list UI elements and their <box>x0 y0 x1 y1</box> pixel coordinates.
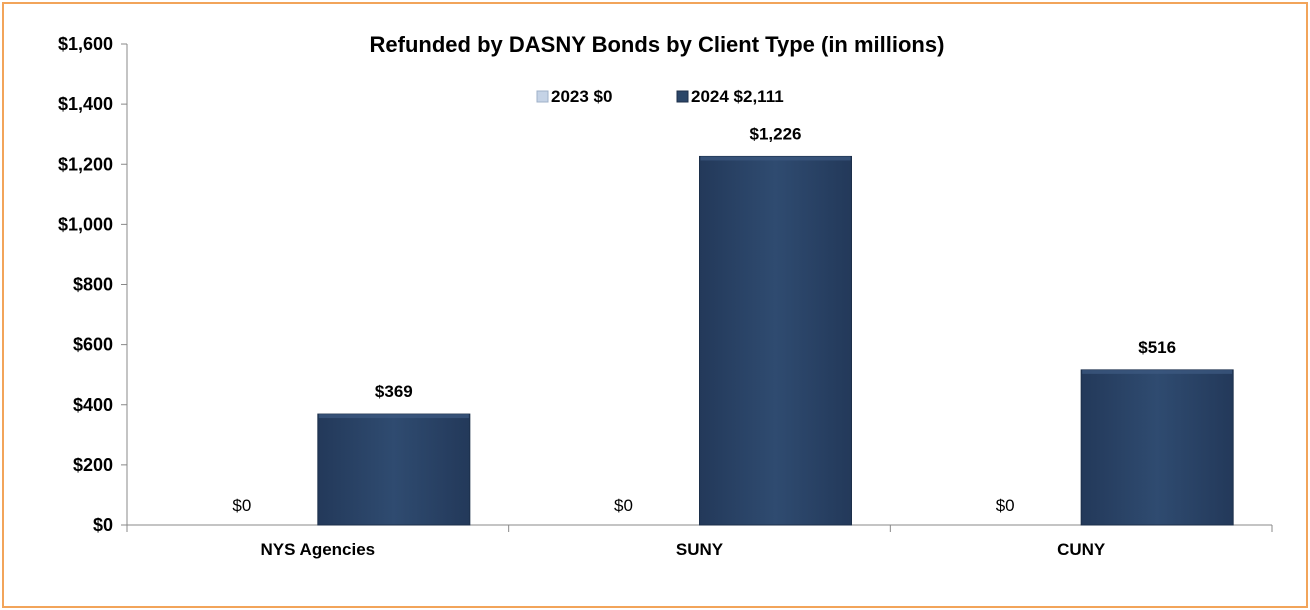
y-tick-label: $1,200 <box>58 154 113 174</box>
bars <box>317 155 1234 526</box>
chart-title: Refunded by DASNY Bonds by Client Type (… <box>370 32 945 57</box>
legend-swatch <box>536 90 549 103</box>
y-tick-label: $1,000 <box>58 214 113 234</box>
data-label: $516 <box>1138 338 1176 357</box>
legend-item-2024: 2024 $2,111 <box>676 87 784 106</box>
y-tick-label: $400 <box>73 395 113 415</box>
data-label: $1,226 <box>750 124 802 143</box>
value-labels: $0 $0 $0 $369 $1,226 $516 <box>232 124 1176 515</box>
bar-bevel <box>700 156 851 161</box>
legend-item-2023: 2023 $0 <box>536 87 612 106</box>
y-tick-label: $0 <box>93 515 113 535</box>
x-tick-label: CUNY <box>1057 540 1106 559</box>
bar-2024 <box>1080 369 1234 526</box>
bar-bevel <box>318 414 469 419</box>
data-label: $0 <box>232 496 251 515</box>
data-label: $369 <box>375 382 413 401</box>
y-tick-label: $1,600 <box>58 34 113 54</box>
legend: 2023 $0 2024 $2,111 <box>536 87 784 106</box>
data-label: $0 <box>996 496 1015 515</box>
bar-2024 <box>317 413 471 526</box>
bar-bevel <box>1082 369 1233 374</box>
data-label: $0 <box>614 496 633 515</box>
y-tick-label: $800 <box>73 275 113 295</box>
x-axis: NYS Agencies SUNY CUNY <box>126 524 1273 559</box>
x-tick-label: SUNY <box>676 540 724 559</box>
y-axis: $0 $200 $400 $600 $800 $1,000 $1,200 $1,400 $1,6… <box>58 34 128 535</box>
legend-label: 2023 $0 <box>551 87 612 106</box>
y-tick-label: $600 <box>73 335 113 355</box>
legend-swatch <box>676 90 689 103</box>
bar-2024 <box>699 155 852 526</box>
x-tick-label: NYS Agencies <box>261 540 376 559</box>
y-tick-label: $200 <box>73 455 113 475</box>
y-tick-label: $1,400 <box>58 94 113 114</box>
legend-label: 2024 $2,111 <box>691 87 784 106</box>
